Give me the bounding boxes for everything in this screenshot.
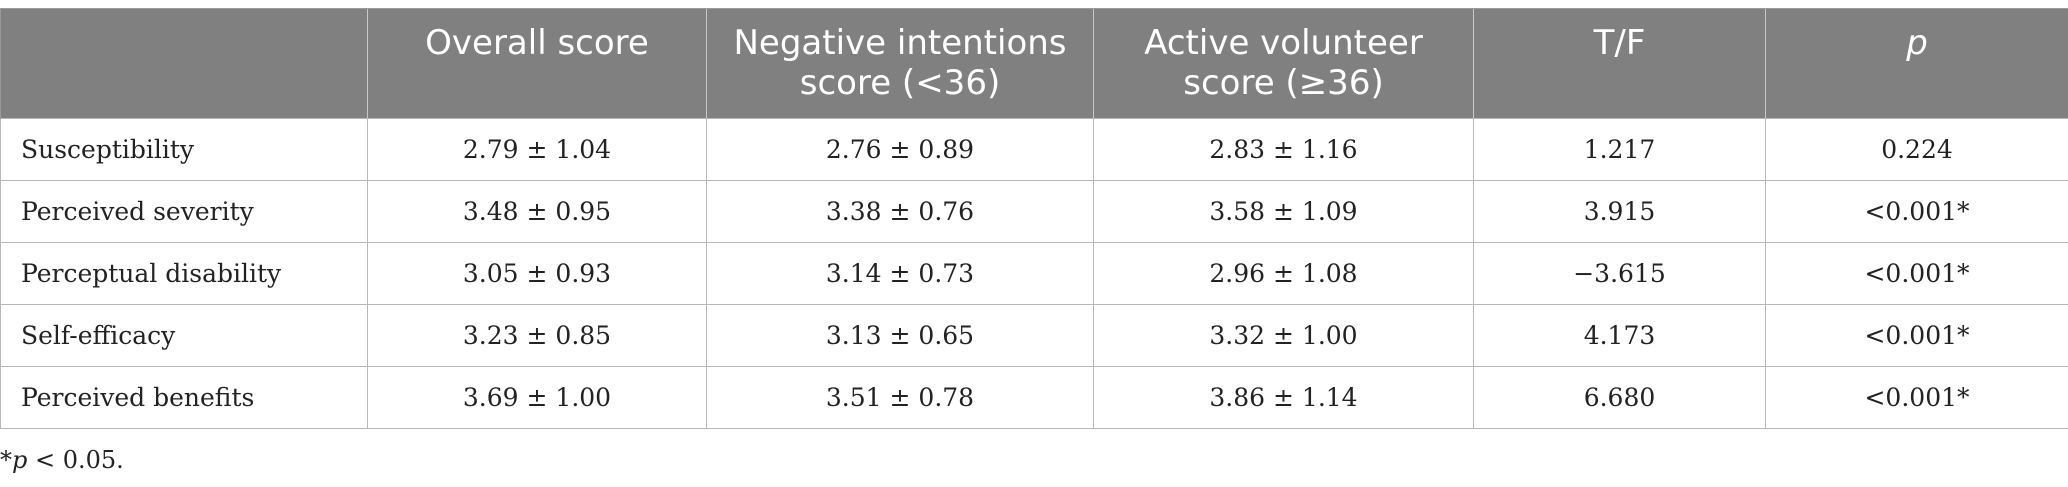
cell-overall: 3.48 ± 0.95 — [367, 180, 707, 243]
cell-negative: 2.76 ± 0.89 — [706, 118, 1094, 181]
header-active-line1: Active volunteer — [1144, 23, 1423, 63]
results-table-container: Overall score Negative intentions score … — [0, 8, 2068, 429]
header-active-volunteer: Active volunteer score (≥36) — [1093, 8, 1474, 119]
table-row: Self-efficacy 3.23 ± 0.85 3.13 ± 0.65 3.… — [0, 304, 2068, 367]
footnote-text: < 0.05. — [27, 446, 124, 474]
table-footnote: *p < 0.05. — [0, 446, 124, 474]
header-tf-label: T/F — [1593, 23, 1646, 63]
header-negative-intentions: Negative intentions score (<36) — [706, 8, 1094, 119]
cell-negative: 3.13 ± 0.65 — [706, 304, 1094, 367]
cell-negative: 3.14 ± 0.73 — [706, 242, 1094, 305]
table-body: Susceptibility 2.79 ± 1.04 2.76 ± 0.89 2… — [0, 118, 2068, 429]
cell-active: 3.32 ± 1.00 — [1093, 304, 1474, 367]
row-label: Perceived benefits — [0, 366, 368, 429]
cell-tf: 1.217 — [1473, 118, 1766, 181]
cell-p: <0.001* — [1765, 304, 2068, 367]
cell-overall: 2.79 ± 1.04 — [367, 118, 707, 181]
header-active-line2: score (≥36) — [1183, 63, 1384, 103]
cell-tf: 6.680 — [1473, 366, 1766, 429]
footnote-star: * — [0, 446, 12, 474]
cell-tf: 3.915 — [1473, 180, 1766, 243]
cell-tf: 4.173 — [1473, 304, 1766, 367]
header-overall-score: Overall score — [367, 8, 707, 119]
row-label: Perceived severity — [0, 180, 368, 243]
header-p: p — [1765, 8, 2068, 119]
row-label: Perceptual disability — [0, 242, 368, 305]
cell-overall: 3.05 ± 0.93 — [367, 242, 707, 305]
cell-p: <0.001* — [1765, 366, 2068, 429]
table-header: Overall score Negative intentions score … — [0, 8, 2068, 119]
cell-tf: −3.615 — [1473, 242, 1766, 305]
row-label: Susceptibility — [0, 118, 368, 181]
header-negative-line1: Negative intentions — [733, 23, 1067, 63]
table-row: Perceived benefits 3.69 ± 1.00 3.51 ± 0.… — [0, 366, 2068, 429]
header-empty — [0, 8, 368, 119]
footnote-p-symbol: p — [12, 446, 28, 474]
cell-p: <0.001* — [1765, 242, 2068, 305]
cell-p: <0.001* — [1765, 180, 2068, 243]
table-row: Perceived severity 3.48 ± 0.95 3.38 ± 0.… — [0, 180, 2068, 243]
header-tf: T/F — [1473, 8, 1766, 119]
results-table: Overall score Negative intentions score … — [0, 8, 2068, 429]
cell-active: 3.58 ± 1.09 — [1093, 180, 1474, 243]
header-row: Overall score Negative intentions score … — [0, 8, 2068, 119]
cell-negative: 3.38 ± 0.76 — [706, 180, 1094, 243]
cell-active: 3.86 ± 1.14 — [1093, 366, 1474, 429]
cell-negative: 3.51 ± 0.78 — [706, 366, 1094, 429]
row-label: Self-efficacy — [0, 304, 368, 367]
header-p-label: p — [1906, 23, 1928, 63]
cell-p: 0.224 — [1765, 118, 2068, 181]
cell-active: 2.96 ± 1.08 — [1093, 242, 1474, 305]
header-negative-line2: score (<36) — [799, 63, 1001, 103]
table-row: Susceptibility 2.79 ± 1.04 2.76 ± 0.89 2… — [0, 118, 2068, 181]
table-row: Perceptual disability 3.05 ± 0.93 3.14 ±… — [0, 242, 2068, 305]
cell-overall: 3.23 ± 0.85 — [367, 304, 707, 367]
cell-overall: 3.69 ± 1.00 — [367, 366, 707, 429]
cell-active: 2.83 ± 1.16 — [1093, 118, 1474, 181]
header-overall-line1: Overall score — [425, 23, 649, 63]
